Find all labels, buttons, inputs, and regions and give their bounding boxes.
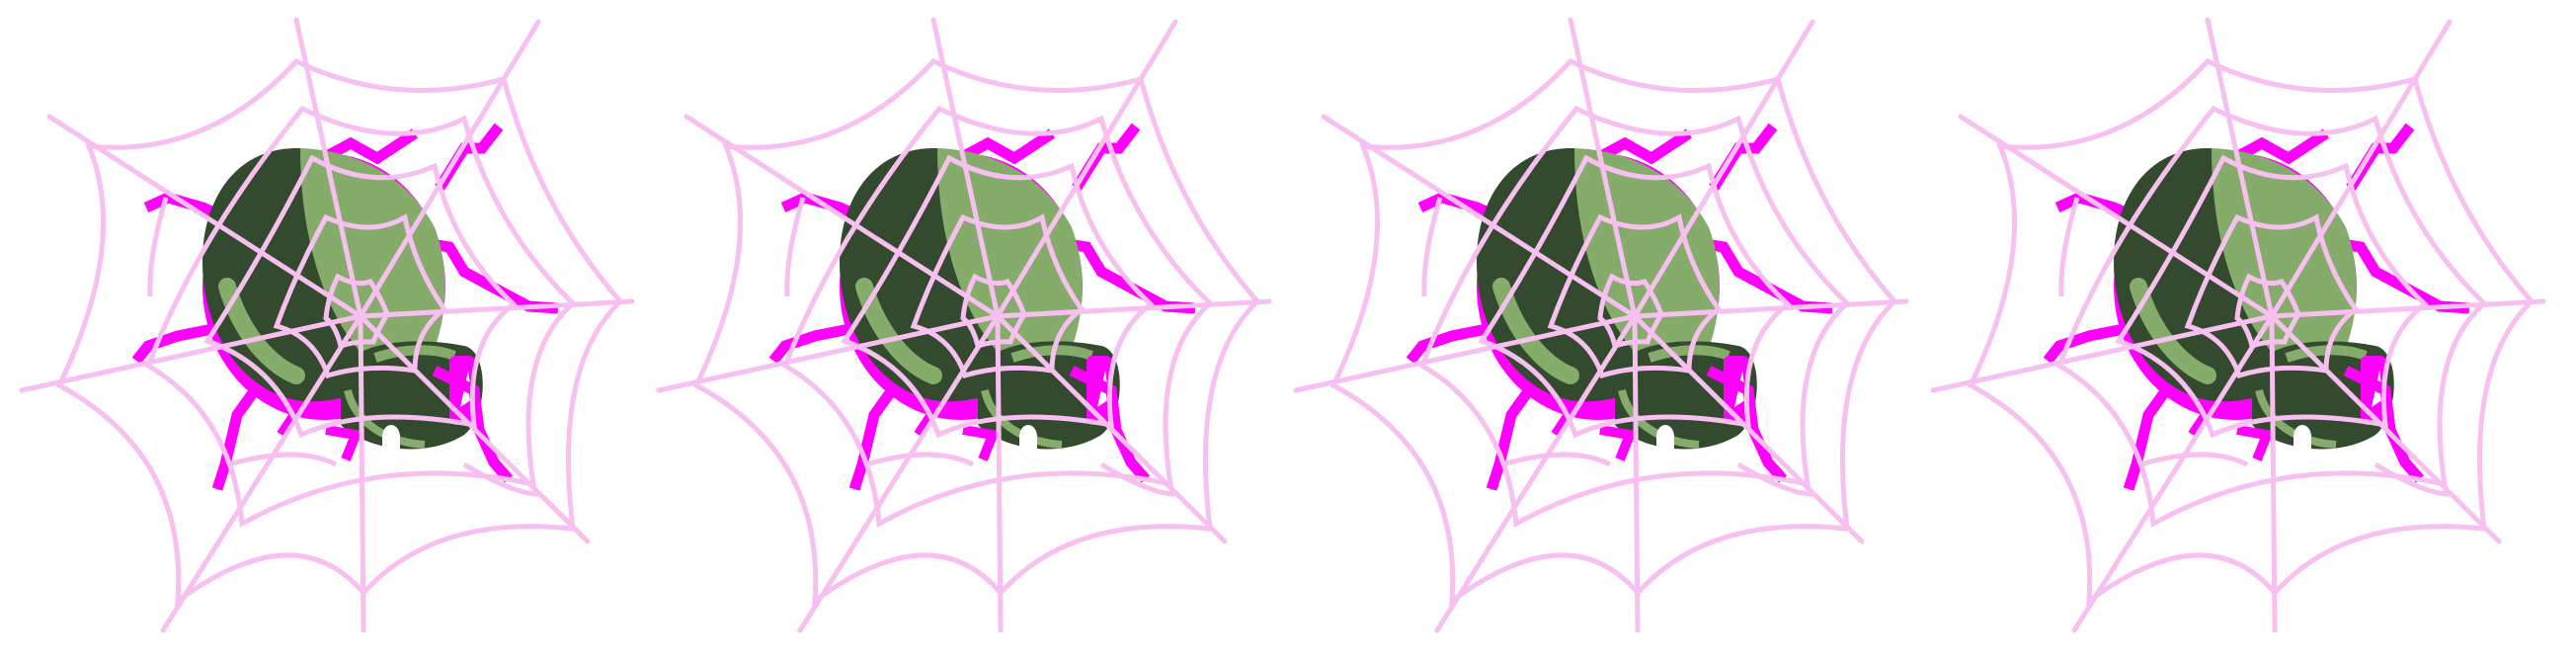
spider-web-tile-3 [1296, 20, 1906, 630]
spider-web-tile-2 [659, 20, 1269, 630]
spider-web-tile-4 [1933, 20, 2543, 630]
spider-web-tile-1 [22, 20, 632, 630]
